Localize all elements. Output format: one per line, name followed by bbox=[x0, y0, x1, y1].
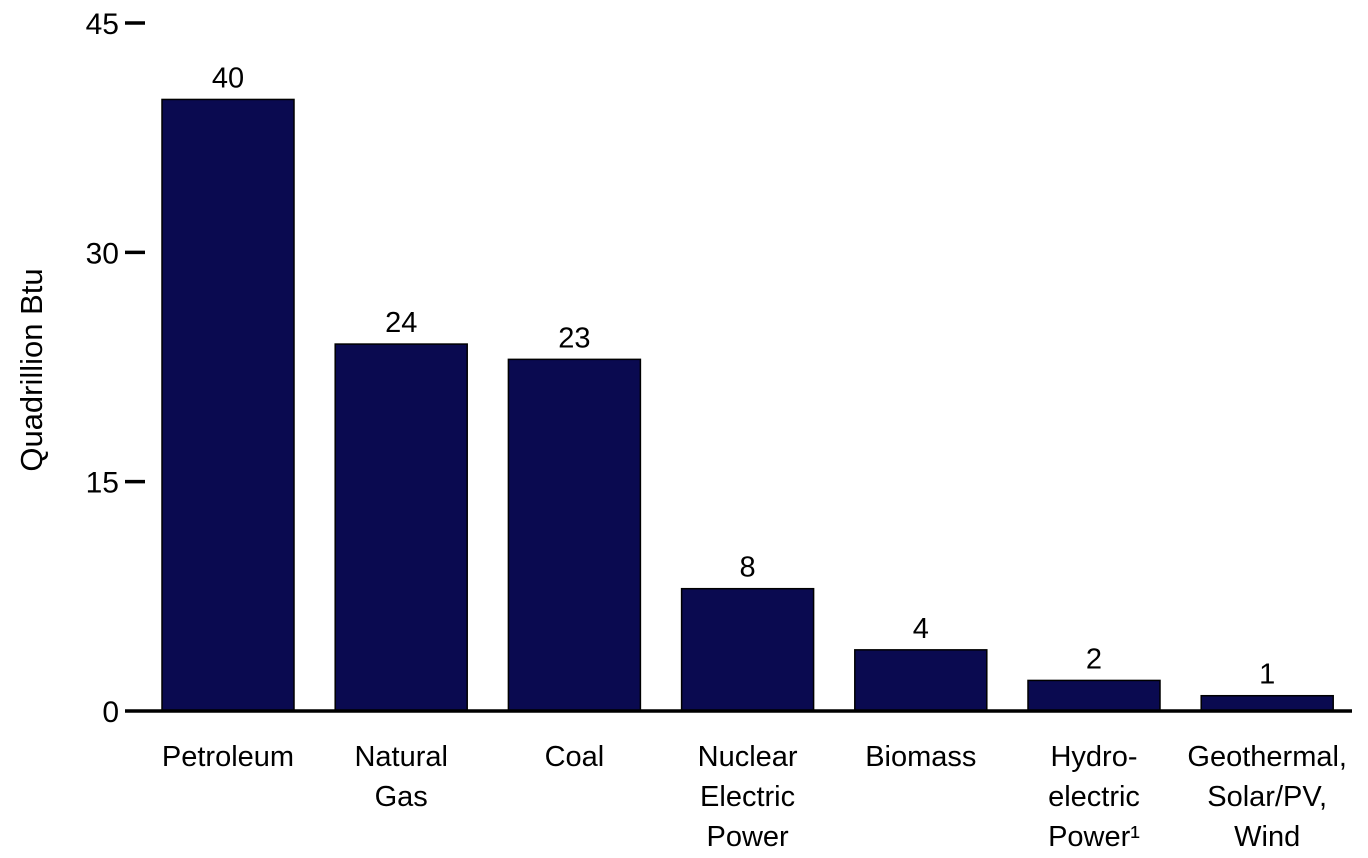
x-tick-label: Coal bbox=[545, 741, 605, 773]
y-axis-title: Quadrillion Btu bbox=[14, 268, 49, 471]
data-label: 23 bbox=[558, 322, 590, 354]
data-label: 4 bbox=[913, 613, 929, 645]
value-labels: 40 24 23 8 4 2 1 bbox=[212, 62, 1275, 690]
y-tick-label: 0 bbox=[102, 696, 119, 729]
x-tick-label-line: Biomass bbox=[865, 741, 976, 773]
x-tick-label: Petroleum bbox=[162, 741, 294, 773]
data-label: 2 bbox=[1086, 643, 1102, 675]
x-tick-label-line: Hydro- bbox=[1050, 741, 1137, 773]
bar bbox=[1200, 694, 1334, 712]
x-tick-label: Nuclear Electric Power bbox=[698, 741, 798, 853]
bar bbox=[854, 649, 988, 712]
x-tick-label: Hydro-electric Power¹ bbox=[1048, 741, 1140, 853]
bars bbox=[161, 98, 1334, 712]
data-label: 40 bbox=[212, 62, 244, 94]
bar bbox=[161, 98, 295, 712]
data-label: 8 bbox=[740, 552, 756, 584]
x-tick-label: Geothermal, Solar/PV, Wind bbox=[1187, 741, 1347, 853]
category-labels: Petroleum Natural Gas Coal Nuclear Electric Po… bbox=[162, 741, 1347, 853]
y-tick-label: 45 bbox=[86, 8, 119, 41]
x-tick-label: Biomass bbox=[865, 741, 976, 773]
x-tick-label-line: Gas bbox=[375, 781, 428, 813]
x-tick-label-line: Wind bbox=[1234, 821, 1300, 853]
bar bbox=[680, 587, 815, 712]
x-tick-label-line: Natural bbox=[354, 741, 448, 773]
bar bbox=[507, 358, 642, 712]
x-tick-label-line: Geothermal, bbox=[1187, 741, 1347, 773]
y-tick-label: 15 bbox=[86, 467, 119, 500]
x-tick-label: Natural Gas bbox=[354, 741, 448, 813]
x-tick-label-line: Solar/PV, bbox=[1207, 781, 1327, 813]
x-tick-label-line: Power bbox=[706, 821, 789, 853]
y-axis: 0 15 30 45 bbox=[86, 8, 145, 729]
data-label: 1 bbox=[1259, 659, 1275, 691]
bar bbox=[1027, 679, 1161, 712]
x-tick-label-line: Nuclear bbox=[698, 741, 798, 773]
x-tick-label-line: Electric bbox=[700, 781, 795, 813]
x-tick-label-line: Power¹ bbox=[1048, 821, 1140, 853]
y-tick-label: 30 bbox=[86, 237, 119, 270]
x-tick-label-line: Petroleum bbox=[162, 741, 294, 773]
x-tick-label-line: electric bbox=[1048, 781, 1140, 813]
data-label: 24 bbox=[385, 307, 417, 339]
x-tick-label-line: Coal bbox=[545, 741, 605, 773]
bar bbox=[334, 343, 468, 712]
